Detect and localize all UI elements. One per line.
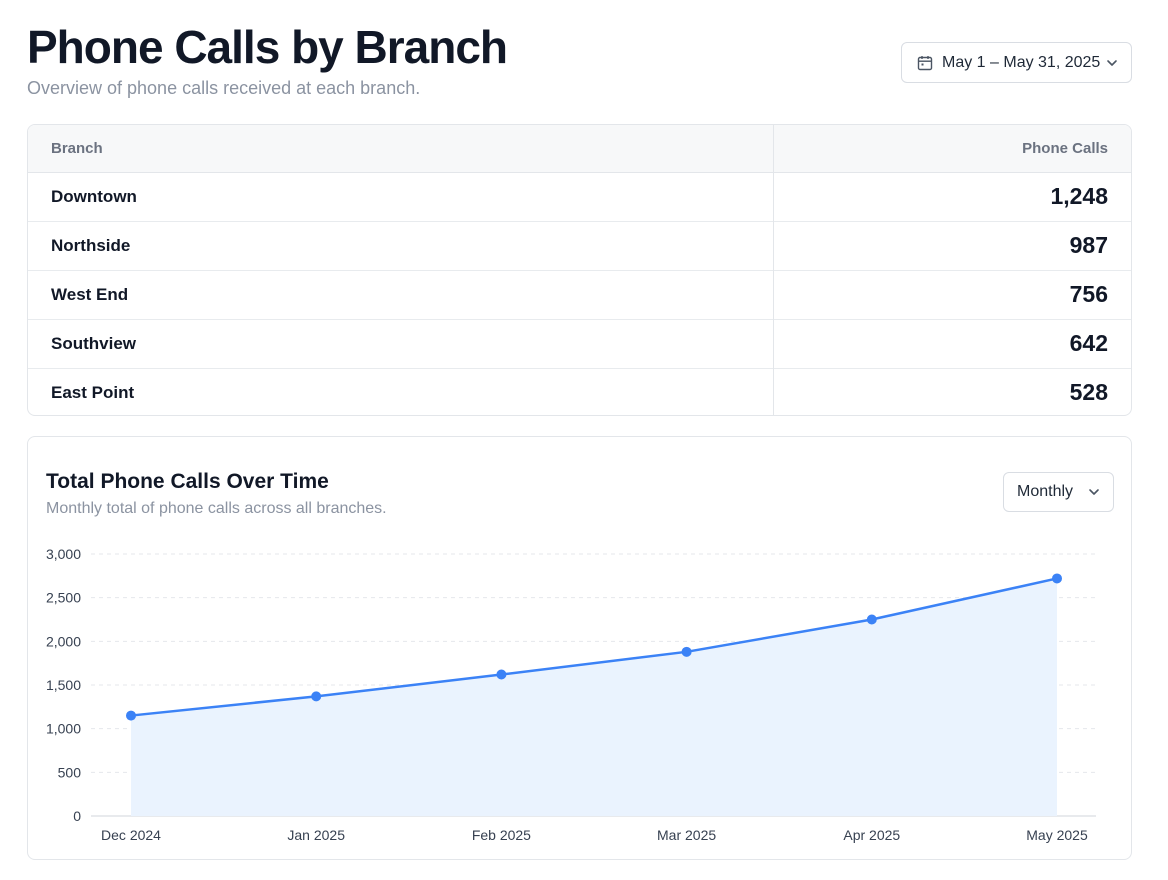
calendar-icon bbox=[916, 54, 934, 72]
date-range-picker[interactable]: May 1 – May 31, 2025 bbox=[901, 42, 1132, 83]
y-tick-label: 2,500 bbox=[46, 590, 81, 606]
y-tick-label: 0 bbox=[73, 808, 81, 824]
column-header-phone-calls[interactable]: Phone Calls bbox=[773, 125, 1131, 173]
y-tick-label: 3,000 bbox=[46, 546, 81, 562]
line-chart: 0 500 1,000 1,500 2,000 2,500 3,000 Dec 2024 Jan… bbox=[46, 546, 1096, 843]
series-area bbox=[131, 578, 1057, 816]
x-tick-label: May 2025 bbox=[1026, 827, 1088, 843]
data-point bbox=[126, 710, 136, 721]
branch-name: Northside bbox=[28, 220, 774, 270]
y-tick-label: 1,500 bbox=[46, 677, 81, 693]
x-tick-label: Jan 2025 bbox=[287, 827, 345, 843]
data-point bbox=[311, 691, 322, 702]
column-header-branch[interactable]: Branch bbox=[28, 125, 774, 173]
data-point bbox=[496, 669, 507, 680]
y-tick-label: 2,000 bbox=[46, 633, 81, 649]
branch-calls-table: Branch Phone Calls Downtown 1,248 Norths… bbox=[27, 124, 1132, 416]
y-tick-label: 500 bbox=[58, 764, 82, 780]
table-row[interactable]: East Point 528 bbox=[28, 367, 1131, 415]
table-header-row: Branch Phone Calls bbox=[28, 125, 1131, 173]
series-line bbox=[130, 577, 1058, 717]
period-select-value: Monthly bbox=[1017, 483, 1074, 500]
chevron-down-icon bbox=[1087, 485, 1101, 499]
table-row[interactable]: West End 756 bbox=[28, 269, 1131, 319]
x-tick-label: Dec 2024 bbox=[101, 827, 161, 843]
branch-name: Downtown bbox=[28, 172, 774, 221]
branch-name: Southview bbox=[28, 318, 774, 368]
chart-subtitle: Monthly total of phone calls across all … bbox=[46, 500, 387, 517]
data-point bbox=[866, 614, 877, 625]
call-count: 528 bbox=[773, 367, 1131, 415]
x-tick-label: Mar 2025 bbox=[657, 827, 716, 843]
date-range-label: May 1 – May 31, 2025 bbox=[942, 53, 1101, 71]
x-tick-label: Feb 2025 bbox=[472, 827, 531, 843]
chart-title: Total Phone Calls Over Time bbox=[46, 470, 329, 493]
y-tick-label: 1,000 bbox=[46, 721, 81, 737]
table-row[interactable]: Southview 642 bbox=[28, 318, 1131, 368]
call-count: 1,248 bbox=[1050, 183, 1108, 209]
page-subtitle: Overview of phone calls received at each… bbox=[27, 78, 421, 98]
page-title: Phone Calls by Branch bbox=[27, 21, 508, 73]
branch-name: West End bbox=[28, 269, 774, 319]
data-point bbox=[1052, 573, 1062, 584]
calls-over-time-card: Total Phone Calls Over Time Monthly tota… bbox=[27, 436, 1132, 860]
call-count: 987 bbox=[773, 220, 1131, 270]
data-point bbox=[681, 646, 692, 657]
period-select[interactable]: Monthly bbox=[1003, 472, 1114, 512]
call-count: 642 bbox=[773, 318, 1131, 368]
table-row[interactable]: Northside 987 bbox=[28, 220, 1131, 270]
branch-name: East Point bbox=[28, 367, 774, 415]
chevron-down-icon bbox=[1105, 56, 1119, 70]
x-tick-label: Apr 2025 bbox=[843, 827, 900, 843]
table-row[interactable]: Downtown 1,248 bbox=[28, 172, 1131, 221]
call-count: 756 bbox=[773, 269, 1131, 319]
